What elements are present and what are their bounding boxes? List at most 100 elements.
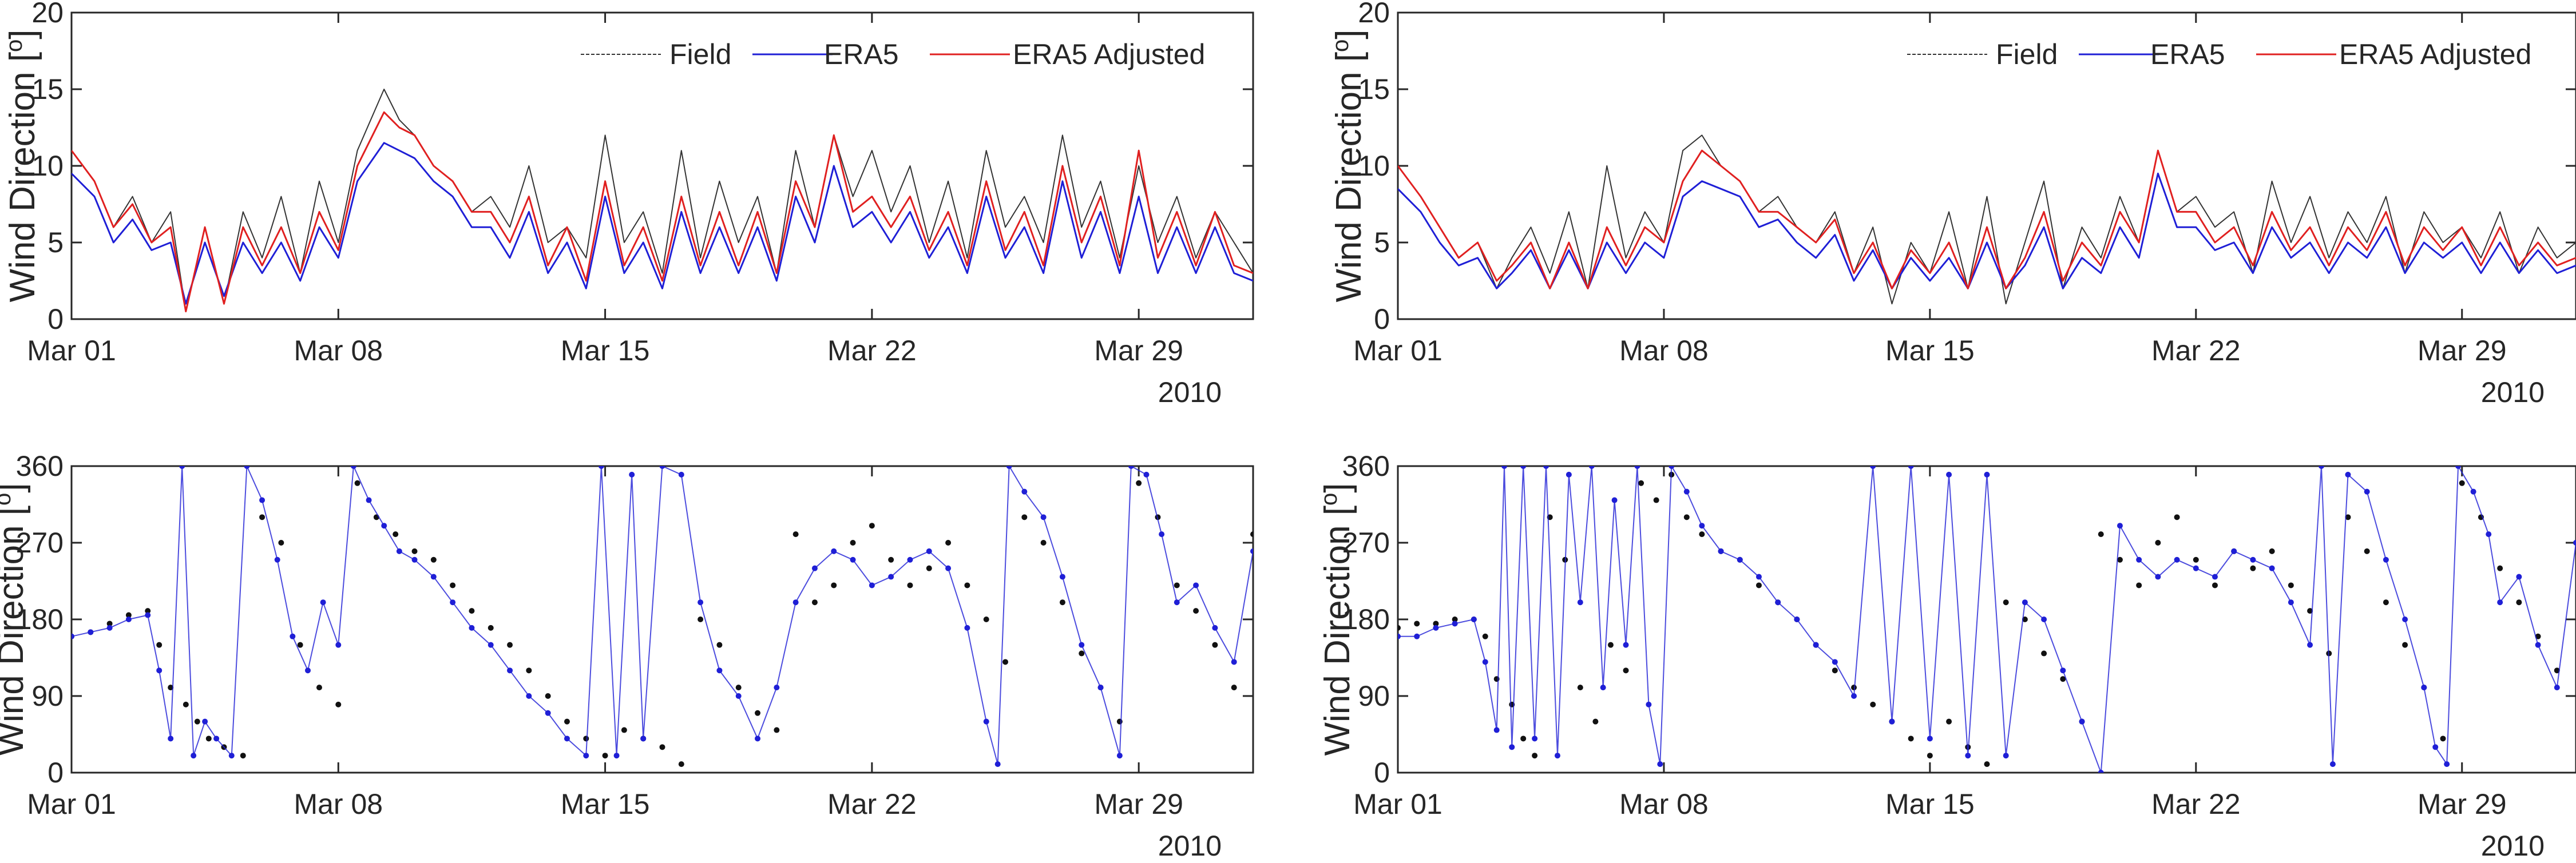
point-era5 (1699, 523, 1705, 529)
point-era5 (1794, 617, 1800, 622)
year-label: 2010 (2481, 830, 2545, 862)
point-era5 (869, 582, 875, 588)
point-era5 (926, 548, 932, 554)
point-field (888, 556, 894, 563)
point-field (2041, 650, 2047, 657)
point-field (411, 548, 418, 554)
point-era5 (350, 466, 356, 469)
series-era5-adjusted (72, 111, 1253, 313)
point-era5 (1159, 531, 1165, 538)
point-era5 (1927, 735, 1933, 742)
point-era5 (2402, 617, 2408, 622)
y-axis-title: Wind Direction [o] (0, 483, 31, 755)
point-era5 (716, 667, 723, 674)
y-tick-label: 20 (31, 0, 64, 29)
point-era5 (1116, 753, 1123, 759)
point-field (278, 540, 284, 546)
legend: Field ERA5 ERA5 Adjusted (1907, 38, 2531, 70)
point-field (907, 582, 913, 588)
point-field (2136, 582, 2142, 588)
point-field (2288, 582, 2294, 588)
point-era5 (2098, 770, 2104, 773)
point-era5 (2444, 761, 2450, 767)
x-tick-label: Mar 08 (294, 335, 383, 367)
point-field (1638, 480, 1644, 486)
point-field (507, 642, 513, 648)
point-field (1984, 761, 1990, 767)
point-field (850, 540, 856, 546)
point-field (1482, 633, 1488, 639)
point-era5 (1775, 599, 1781, 606)
point-era5 (88, 629, 94, 635)
point-era5 (1946, 471, 1952, 478)
legend-label: ERA5 (824, 38, 899, 70)
point-field (450, 582, 456, 588)
point-era5 (244, 466, 250, 469)
legend: Field ERA5 ERA5 Adjusted (581, 38, 1205, 70)
legend-label: ERA5 Adjusted (2339, 38, 2531, 70)
point-field (2364, 548, 2370, 554)
point-era5 (792, 599, 799, 606)
point-era5 (994, 761, 1001, 767)
point-field (735, 685, 742, 691)
point-field (1059, 599, 1065, 606)
point-field (1832, 667, 1838, 674)
point-era5 (2421, 685, 2427, 691)
point-era5 (179, 466, 185, 469)
point-field (1433, 621, 1439, 627)
y-tick-label: 20 (1358, 0, 1390, 29)
point-era5 (1657, 761, 1663, 767)
point-field (831, 582, 837, 588)
point-era5 (2345, 471, 2351, 478)
point-field (194, 718, 200, 725)
point-field (755, 710, 761, 716)
x-tick-label: Mar 01 (1353, 335, 1442, 367)
y-tick-label: 0 (47, 757, 64, 789)
point-era5 (396, 548, 402, 554)
series-era5-line (72, 466, 1253, 765)
point-era5 (290, 633, 296, 639)
point-field (205, 735, 212, 742)
point-field (1414, 621, 1420, 627)
point-era5 (1908, 466, 1914, 469)
point-era5 (1832, 659, 1838, 665)
x-tick-label: Mar 01 (27, 788, 116, 820)
point-field (526, 667, 532, 674)
point-field (2212, 582, 2218, 588)
point-field (125, 612, 132, 618)
point-field (945, 540, 952, 546)
point-era5 (1414, 633, 1420, 639)
point-era5 (1566, 471, 1572, 478)
point-era5 (2136, 556, 2142, 563)
point-era5 (1554, 753, 1560, 759)
point-era5 (964, 625, 970, 631)
x-tick-label: Mar 22 (827, 335, 917, 367)
point-field (240, 753, 246, 759)
point-era5 (1079, 642, 1085, 648)
point-era5 (583, 753, 589, 759)
y-axis-title: Wind Direction [o] (2, 29, 42, 302)
point-field (335, 701, 342, 707)
point-field (1607, 642, 1614, 648)
point-field (1577, 685, 1583, 691)
legend-label: Field (669, 38, 731, 70)
point-era5 (545, 710, 551, 716)
point-field (2402, 642, 2408, 648)
point-era5 (213, 735, 220, 742)
point-field (1002, 659, 1009, 665)
point-field (1079, 650, 1085, 657)
point-era5 (1231, 659, 1237, 665)
point-era5 (2329, 761, 2336, 767)
x-tick-label: Mar 01 (27, 335, 116, 367)
point-era5 (774, 685, 780, 691)
point-era5 (1611, 497, 1618, 503)
point-field (678, 761, 684, 767)
point-era5 (366, 497, 372, 503)
point-era5 (274, 556, 280, 563)
x-tick-label: Mar 15 (561, 788, 650, 820)
point-era5 (335, 642, 342, 648)
x-tick-label: Mar 08 (1619, 335, 1709, 367)
plot-area (72, 466, 1253, 767)
point-field (792, 531, 799, 538)
x-tick-label: Mar 22 (827, 788, 917, 820)
